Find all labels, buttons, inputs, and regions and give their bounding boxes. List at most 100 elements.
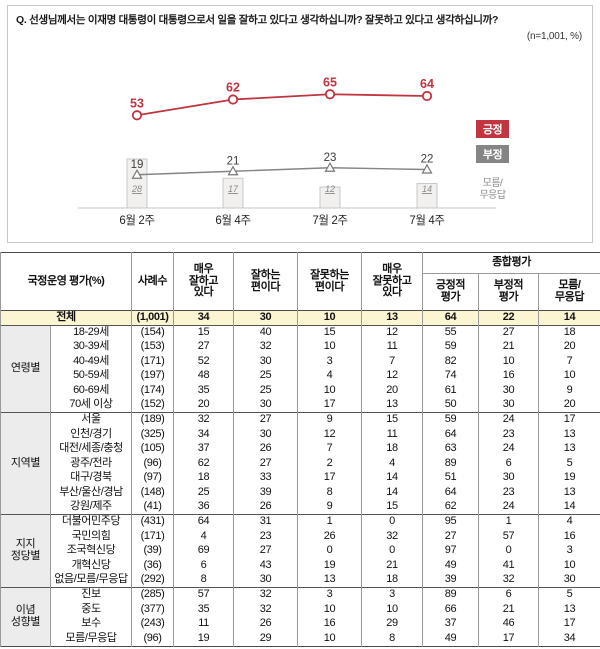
table-row: 중도 (377) 35 32 10 10 66 21 13 bbox=[1, 602, 600, 617]
row-value: 33 bbox=[233, 471, 298, 486]
row-value: 27 bbox=[173, 339, 234, 355]
row-value: 8 bbox=[173, 573, 234, 588]
row-label: 진보 bbox=[49, 587, 132, 603]
row-value: 23 bbox=[478, 427, 539, 442]
row-value: 16 bbox=[538, 529, 600, 544]
row-value: 15 bbox=[297, 324, 362, 340]
positive-value-label: 53 bbox=[130, 96, 144, 110]
row-value: 24 bbox=[478, 412, 539, 428]
total-row: 전체 (1,001) 34 30 10 13 64 22 14 bbox=[0, 310, 600, 326]
header-very-bad: 매우 잘못하고 있다 bbox=[361, 252, 423, 311]
row-value: 32 bbox=[361, 529, 423, 544]
row-value: 39 bbox=[233, 485, 298, 501]
row-value: 59 bbox=[422, 339, 479, 355]
total-n: (1,001) bbox=[131, 310, 174, 326]
row-n: (96) bbox=[131, 631, 174, 647]
total-value: 64 bbox=[422, 310, 479, 326]
table-row: 국민의힘 (171) 4 23 26 32 27 57 16 bbox=[1, 529, 600, 544]
row-value: 11 bbox=[361, 427, 423, 442]
row-value: 43 bbox=[233, 558, 298, 574]
row-value: 11 bbox=[361, 339, 423, 355]
row-label: 더불어민주당 bbox=[49, 514, 132, 530]
row-value: 10 bbox=[538, 368, 600, 384]
row-value: 32 bbox=[233, 339, 298, 355]
negative-value-label: 21 bbox=[227, 155, 240, 167]
row-label: 중도 bbox=[49, 602, 132, 617]
header-positive-total: 긍정적 평가 bbox=[422, 273, 479, 311]
row-label: 서울 bbox=[49, 412, 132, 428]
total-value: 14 bbox=[538, 310, 600, 326]
row-value: 10 bbox=[538, 558, 600, 574]
row-value: 30 bbox=[233, 398, 298, 413]
group-label: 지역별 bbox=[0, 412, 51, 515]
row-value: 13 bbox=[538, 602, 600, 617]
row-value: 25 bbox=[233, 368, 298, 384]
row-value: 64 bbox=[422, 427, 479, 442]
row-value: 24 bbox=[478, 500, 539, 515]
row-value: 64 bbox=[422, 485, 479, 501]
row-value: 36 bbox=[173, 500, 234, 515]
circle-marker bbox=[421, 90, 433, 102]
dk-value-label: 17 bbox=[228, 184, 239, 194]
row-label: 개혁신당 bbox=[49, 558, 132, 574]
group-label: 이념 성향별 bbox=[0, 587, 51, 647]
circle-marker bbox=[227, 94, 239, 105]
row-n: (243) bbox=[131, 616, 174, 632]
positive-value-label: 65 bbox=[323, 75, 337, 89]
table-row: 40-49세 (171) 52 30 3 7 82 10 7 bbox=[1, 354, 600, 369]
negative-line bbox=[136, 167, 428, 176]
row-label: 부산/울산/경남 bbox=[49, 485, 132, 501]
row-value: 39 bbox=[422, 573, 479, 588]
row-n: (197) bbox=[131, 368, 174, 384]
row-value: 41 bbox=[478, 558, 539, 574]
row-value: 0 bbox=[297, 544, 362, 559]
row-value: 21 bbox=[478, 339, 539, 355]
group-label: 연령별 bbox=[0, 324, 51, 413]
positive-value-label: 64 bbox=[420, 77, 434, 91]
row-label: 광주/전라 bbox=[49, 456, 132, 472]
row-value: 26 bbox=[297, 529, 362, 544]
row-value: 46 bbox=[478, 616, 539, 632]
row-value: 26 bbox=[233, 441, 298, 457]
legend-dk-label: 무응답 bbox=[479, 189, 505, 201]
row-n: (285) bbox=[131, 587, 174, 603]
row-value: 12 bbox=[361, 324, 423, 340]
row-value: 29 bbox=[361, 616, 423, 632]
row-n: (174) bbox=[131, 383, 174, 399]
row-value: 18 bbox=[173, 471, 234, 486]
row-value: 35 bbox=[173, 383, 234, 399]
header-negative-total: 부정적 평가 bbox=[478, 273, 539, 311]
row-value: 18 bbox=[538, 324, 600, 340]
row-value: 1 bbox=[478, 514, 539, 530]
row-value: 32 bbox=[173, 412, 234, 428]
x-axis-label: 7월 4주 bbox=[409, 214, 444, 227]
row-value: 26 bbox=[233, 616, 298, 632]
triangle-marker bbox=[131, 169, 143, 179]
row-value: 7 bbox=[297, 441, 362, 457]
dk-value-label: 14 bbox=[422, 184, 432, 194]
row-label: 18-29세 bbox=[49, 324, 132, 340]
row-value: 40 bbox=[233, 324, 298, 340]
header-bad: 잘못하는 편이다 bbox=[297, 252, 362, 311]
total-value: 13 bbox=[361, 310, 423, 326]
group-label: 지지 정당별 bbox=[0, 514, 51, 588]
x-axis-label: 6월 4주 bbox=[215, 214, 250, 227]
row-value: 15 bbox=[361, 412, 423, 428]
table-body: 전체 (1,001) 34 30 10 13 64 22 14 연령별 18-29세 (154) 15 4… bbox=[0, 310, 600, 647]
row-value: 3 bbox=[538, 544, 600, 559]
row-value: 3 bbox=[297, 354, 362, 369]
header-very-good: 매우 잘하고 있다 bbox=[173, 252, 234, 311]
row-value: 35 bbox=[173, 602, 234, 617]
table-row: 광주/전라 (96) 62 27 2 4 89 6 5 bbox=[1, 456, 600, 472]
header-summary: 종합평가 bbox=[422, 252, 600, 274]
legend-positive-box bbox=[476, 120, 509, 138]
row-n: (39) bbox=[131, 544, 174, 559]
row-value: 20 bbox=[173, 398, 234, 413]
table-row: 연령별 18-29세 (154) 15 40 15 12 55 27 18 bbox=[0, 324, 600, 413]
table-row: 모름/무응답 (96) 19 29 10 8 49 17 34 bbox=[1, 631, 600, 647]
row-value: 14 bbox=[538, 500, 600, 515]
row-n: (96) bbox=[131, 456, 174, 472]
row-value: 20 bbox=[361, 383, 423, 399]
table-row: 이념 성향별 진보 (285) 57 32 3 3 89 6 5 bbox=[0, 587, 600, 647]
row-label: 모름/무응답 bbox=[49, 631, 132, 647]
